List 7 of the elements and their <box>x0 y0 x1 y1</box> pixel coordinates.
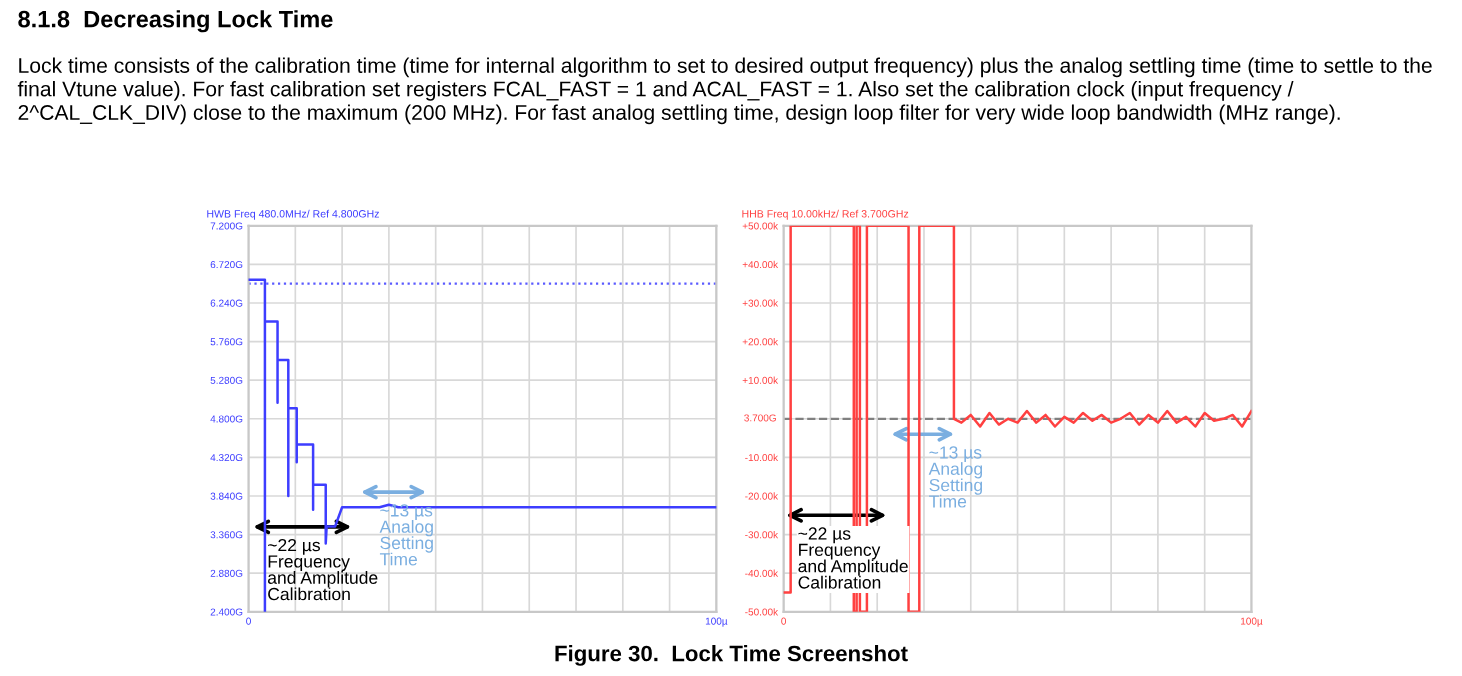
caption: Figure 30. Lock Time Screenshot <box>555 645 908 666</box>
annotation: ~22 µs Frequency and Amplitude Calibration <box>268 538 378 601</box>
text: 8.1.8 Decreasing Lock Time <box>18 10 333 33</box>
line-series <box>783 225 1252 612</box>
text: Lock time consists of the calibration time (time for internal algorithm to set to desired output frequency) plus the analog settling time (time to settle to the final Vtune value). For fast calibration set registers FCAL_FAST = 1 and ACAL_FAST = 1. Also set the calibration clock (input frequency / 2^CAL_CLK_DIV) close to the maximum (200 MHz). For fast analog settling time, design loop filter for very wide loop bandwidth (MHz range). <box>17 57 1432 125</box>
annotation: ~22 µs Frequency and Amplitude Calibration <box>798 527 908 589</box>
annotation: ~13 µs Analog Setting Time <box>928 446 983 508</box>
